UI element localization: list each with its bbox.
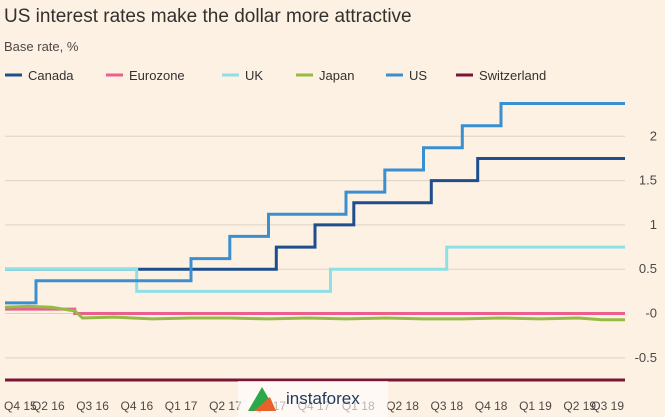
legend-label: Canada bbox=[28, 68, 74, 83]
x-tick-label: Q2 18 bbox=[386, 399, 419, 413]
legend-item-uk: UK bbox=[222, 68, 263, 83]
y-axis-ticks: -0.5 -0 0.5 1 1.5 2 bbox=[635, 128, 657, 365]
legend-label: Japan bbox=[319, 68, 354, 83]
legend-item-japan: Japan bbox=[296, 68, 354, 83]
y-tick-label: -0.5 bbox=[635, 350, 657, 365]
legend-item-canada: Canada bbox=[5, 68, 74, 83]
legend-label: Switzerland bbox=[479, 68, 546, 83]
x-tick-label: Q4 18 bbox=[475, 399, 508, 413]
y-tick-label: 0.5 bbox=[639, 261, 657, 276]
y-tick-label: 1 bbox=[650, 217, 657, 232]
legend-item-eurozone: Eurozone bbox=[106, 68, 185, 83]
series-lines bbox=[4, 102, 625, 382]
legend-item-us: US bbox=[386, 68, 427, 83]
x-tick-label: Q2 17 bbox=[209, 399, 242, 413]
legend-label: UK bbox=[245, 68, 263, 83]
legend-label: Eurozone bbox=[129, 68, 185, 83]
instaforex-logo-icon bbox=[248, 387, 276, 411]
watermark: instaforex bbox=[238, 381, 388, 417]
legend-label: US bbox=[409, 68, 427, 83]
x-tick-label: Q3 16 bbox=[76, 399, 109, 413]
series-line-canada bbox=[5, 157, 625, 271]
x-tick-label: Q2 16 bbox=[32, 399, 65, 413]
series-line-us bbox=[5, 102, 625, 305]
x-tick-label: Q4 15 bbox=[4, 399, 37, 413]
x-tick-label: Q2 19 bbox=[563, 399, 596, 413]
chart-subtitle: Base rate, % bbox=[4, 39, 79, 54]
series-line-uk bbox=[5, 245, 625, 293]
x-tick-label: Q1 19 bbox=[519, 399, 552, 413]
x-tick-label: Q1 17 bbox=[165, 399, 198, 413]
watermark-text: instaforex bbox=[286, 389, 360, 408]
series-line-japan bbox=[4, 304, 625, 322]
legend: Canada Eurozone UK Japan US Switzerland bbox=[5, 68, 546, 83]
x-tick-label: Q3 18 bbox=[431, 399, 464, 413]
y-tick-label: 1.5 bbox=[639, 173, 657, 188]
series-line-eurozone bbox=[5, 307, 625, 315]
y-tick-label: -0 bbox=[645, 306, 657, 321]
chart-title: US interest rates make the dollar more a… bbox=[4, 6, 412, 27]
x-tick-label: Q4 16 bbox=[121, 399, 154, 413]
x-tick-label: Q3 19 bbox=[591, 399, 624, 413]
y-tick-label: 2 bbox=[650, 128, 657, 143]
legend-item-switzerland: Switzerland bbox=[456, 68, 546, 83]
